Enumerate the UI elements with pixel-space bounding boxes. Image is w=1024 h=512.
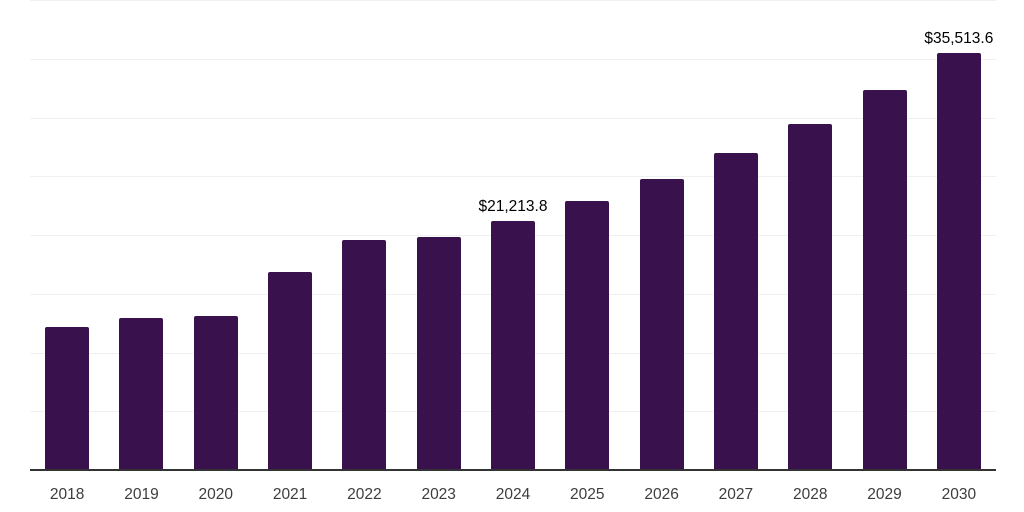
bar-2018[interactable] — [45, 327, 90, 470]
x-tick-2020: 2020 — [198, 486, 234, 503]
data-label-2024: $21,213.8 — [478, 197, 548, 215]
bar-2030[interactable] — [936, 52, 981, 470]
bar-2027[interactable] — [713, 153, 758, 470]
bar-2023[interactable] — [416, 237, 461, 470]
bar-2024[interactable] — [491, 220, 535, 470]
x-tick-2029: 2029 — [867, 486, 902, 503]
data-label-2030: $35,513.6 — [924, 29, 994, 47]
bar-2020[interactable] — [193, 316, 238, 470]
x-tick-2024: 2024 — [495, 486, 531, 503]
x-axis-line — [30, 469, 996, 471]
x-tick-2030: 2030 — [941, 486, 977, 503]
bar-2028[interactable] — [788, 123, 833, 470]
bar-2021[interactable] — [268, 272, 313, 470]
x-tick-2021: 2021 — [272, 486, 308, 503]
x-tick-2019: 2019 — [124, 486, 159, 503]
bar-2026[interactable] — [639, 179, 684, 470]
gridline-25000 — [30, 176, 996, 178]
x-tick-2022: 2022 — [347, 486, 382, 503]
bar-2022[interactable] — [342, 240, 387, 470]
bar-2029[interactable] — [862, 90, 907, 470]
gridline-40000 — [30, 0, 996, 1]
gridline-35000 — [30, 58, 996, 60]
plot-area: $21,213.8 $35,513.6 — [30, 0, 996, 470]
x-tick-2023: 2023 — [421, 486, 456, 503]
bar-2019[interactable] — [119, 318, 164, 470]
x-tick-2025: 2025 — [570, 486, 605, 503]
gridline-30000 — [30, 117, 996, 119]
x-tick-2018: 2018 — [49, 486, 85, 503]
x-tick-2028: 2028 — [792, 486, 828, 503]
x-tick-2026: 2026 — [644, 486, 679, 503]
x-tick-2027: 2027 — [718, 486, 754, 503]
bar-2025[interactable] — [565, 201, 610, 470]
